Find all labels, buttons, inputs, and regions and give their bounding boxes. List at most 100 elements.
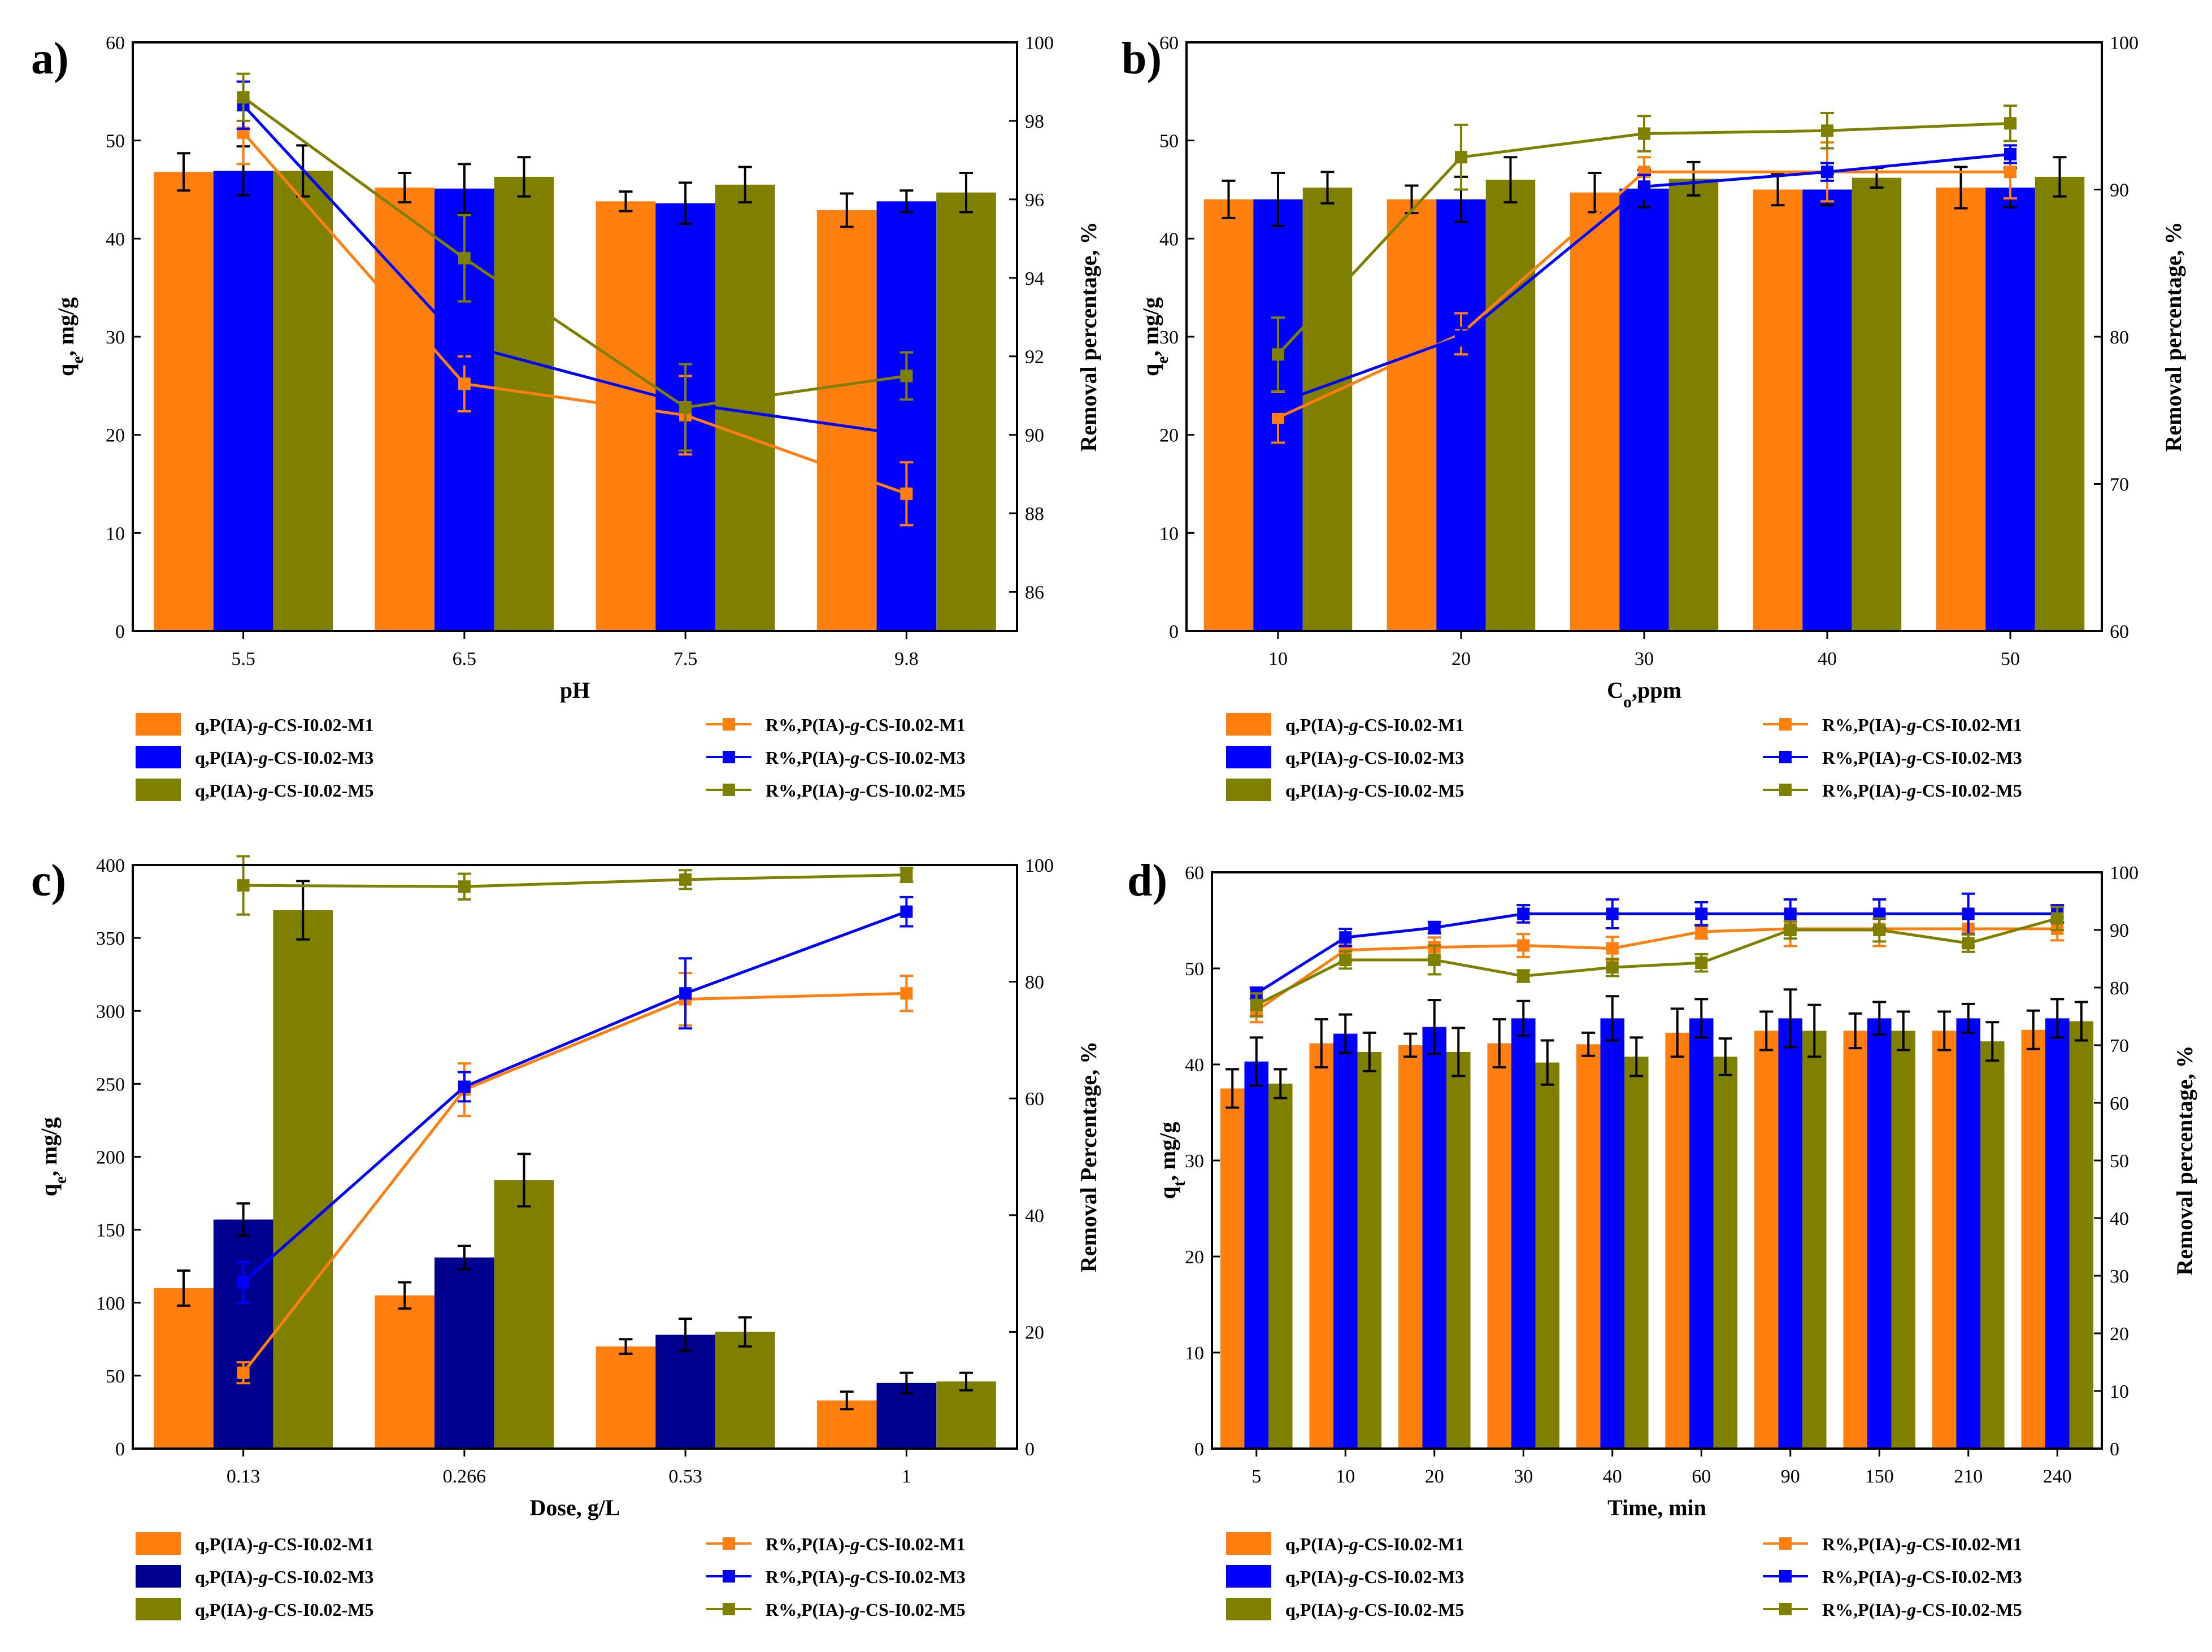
line-M5 xyxy=(242,96,907,409)
point-M3-20 xyxy=(1428,921,1441,934)
legend-swatch-bar xyxy=(136,713,181,736)
y2-tick-label: 60 xyxy=(2110,621,2129,642)
panel-label: c) xyxy=(31,856,66,906)
legend-label: q,P(IA)-g-CS-I0.02-M5 xyxy=(1285,780,1464,801)
y-tick-label: 60 xyxy=(1159,33,1179,54)
panel-label: b) xyxy=(1122,34,1162,84)
point-M5-1 xyxy=(900,868,913,881)
y-tick-label: 0 xyxy=(115,1439,125,1460)
legend-swatch-marker xyxy=(1779,1537,1792,1550)
y2-tick-label: 10 xyxy=(2110,1381,2129,1402)
bar-M3-5.5 xyxy=(213,171,273,632)
point-M5-150 xyxy=(1873,924,1886,936)
point-M3-150 xyxy=(1873,907,1886,920)
y-tick-label: 20 xyxy=(1159,425,1179,446)
point-M1-1 xyxy=(900,987,913,1000)
x-tick-label: 7.5 xyxy=(673,649,698,670)
y-tick-label: 20 xyxy=(1185,1247,1204,1268)
point-M3-0.13 xyxy=(237,1276,250,1289)
legend-swatch-marker xyxy=(1779,1570,1792,1583)
point-M3-10 xyxy=(1339,931,1352,944)
bar-M1-210 xyxy=(1932,1031,1957,1449)
x-tick-label: 30 xyxy=(1514,1466,1533,1487)
bar-M3-10 xyxy=(1333,1033,1358,1449)
panel-label: a) xyxy=(31,34,69,84)
legend-label: q,P(IA)-g-CS-I0.02-M5 xyxy=(195,780,373,801)
legend-swatch-marker xyxy=(1779,784,1792,796)
legend-swatch-bar xyxy=(1226,779,1271,801)
point-M5-210 xyxy=(1962,937,1975,950)
bar-M1-40 xyxy=(1753,189,1803,631)
point-M3-1 xyxy=(900,905,913,918)
point-M3-90 xyxy=(1784,907,1797,920)
bar-M5-20 xyxy=(1446,1051,1471,1449)
point-M1-6.5 xyxy=(458,377,471,390)
legend-swatch-marker xyxy=(1779,751,1792,763)
y-tick-label: 0 xyxy=(1169,621,1179,642)
x-tick-label: 210 xyxy=(1954,1466,1983,1487)
legend-swatch-bar xyxy=(136,1598,181,1620)
y2-tick-label: 40 xyxy=(2110,1208,2129,1229)
legend-label: q,P(IA)-g-CS-I0.02-M5 xyxy=(1285,1599,1464,1620)
y-tick-label: 250 xyxy=(96,1074,125,1095)
y2-tick-label: 90 xyxy=(2110,180,2129,201)
x-axis-label: Time, min xyxy=(1607,1495,1706,1520)
x-tick-label: 10 xyxy=(1268,649,1288,670)
y-tick-label: 150 xyxy=(96,1220,125,1241)
legend-label: q,P(IA)-g-CS-I0.02-M3 xyxy=(195,747,373,768)
bar-M5-150 xyxy=(1891,1031,1916,1449)
bar-M3-20 xyxy=(1436,199,1486,631)
point-M5-60 xyxy=(1695,957,1708,970)
point-M5-90 xyxy=(1784,924,1797,936)
legend-swatch-marker xyxy=(723,1570,735,1583)
legend-swatch-marker xyxy=(723,784,735,796)
bar-M5-30 xyxy=(1535,1062,1560,1449)
bar-M1-7.5 xyxy=(596,201,656,632)
legend-label: R%,P(IA)-g-CS-I0.02-M5 xyxy=(766,780,966,801)
bar-M3-240 xyxy=(2045,1018,2070,1449)
x-tick-label: 10 xyxy=(1336,1466,1355,1487)
bar-M3-20 xyxy=(1422,1027,1447,1449)
y-tick-label: 50 xyxy=(106,131,125,152)
y2-axis-label: Removal percentage, % xyxy=(1076,222,1101,452)
bar-M1-40 xyxy=(1576,1044,1601,1449)
y2-tick-label: 90 xyxy=(2110,920,2129,941)
bar-M5-6.5 xyxy=(494,176,554,631)
bar-M5-40 xyxy=(1852,177,1902,631)
y-tick-label: 30 xyxy=(1159,327,1179,348)
bar-M5-9.8 xyxy=(936,192,996,632)
y2-tick-label: 96 xyxy=(1025,190,1044,211)
point-M3-60 xyxy=(1695,907,1708,920)
y-tick-label: 20 xyxy=(106,425,125,446)
y-tick-label: 50 xyxy=(1185,959,1204,980)
line-M3 xyxy=(242,910,907,1284)
bar-M3-5 xyxy=(1244,1061,1269,1449)
bar-M3-40 xyxy=(1802,189,1852,631)
legend-swatch-marker xyxy=(723,718,735,731)
x-axis-label: Dose, g/L xyxy=(530,1495,620,1520)
x-tick-label: 60 xyxy=(1692,1466,1711,1487)
y-tick-label: 40 xyxy=(1159,229,1179,250)
y2-tick-label: 40 xyxy=(1025,1206,1044,1227)
point-M3-40 xyxy=(1606,907,1619,920)
legend-label: R%,P(IA)-g-CS-I0.02-M5 xyxy=(1822,780,2022,801)
y-tick-label: 50 xyxy=(106,1366,125,1387)
point-M3-30 xyxy=(1638,180,1650,193)
bar-M1-150 xyxy=(1843,1031,1867,1449)
point-M1-60 xyxy=(1695,925,1708,938)
x-tick-label: 6.5 xyxy=(453,649,477,670)
bar-M5-50 xyxy=(2035,176,2085,631)
legend-label: q,P(IA)-g-CS-I0.02-M5 xyxy=(195,1599,373,1620)
bar-M1-60 xyxy=(1665,1032,1689,1449)
point-M5-0.13 xyxy=(237,879,250,892)
y2-tick-label: 60 xyxy=(1025,1089,1044,1110)
x-tick-label: 40 xyxy=(1818,649,1837,670)
bar-M1-10 xyxy=(1309,1043,1333,1449)
point-M3-6.5 xyxy=(458,338,471,351)
point-M5-9.8 xyxy=(900,369,913,382)
point-M3-0.266 xyxy=(458,1080,471,1093)
legend-label: q,P(IA)-g-CS-I0.02-M3 xyxy=(1285,1567,1464,1587)
point-M5-20 xyxy=(1455,151,1467,164)
bar-M1-0.53 xyxy=(596,1346,656,1449)
y-tick-label: 60 xyxy=(106,33,125,54)
